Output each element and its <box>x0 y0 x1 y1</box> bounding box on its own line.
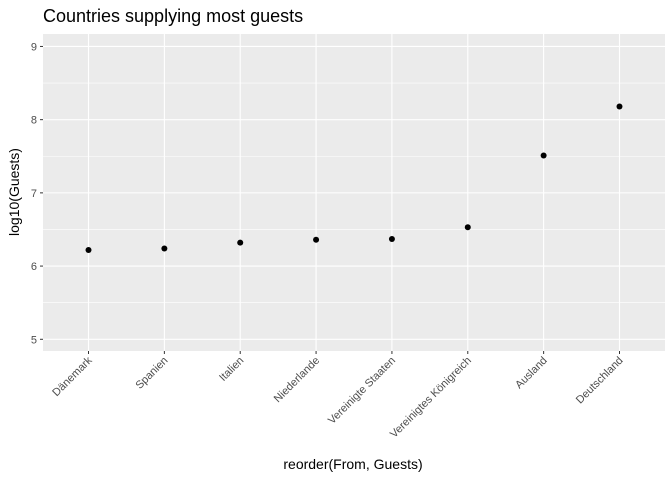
x-tick-label: Deutschland <box>574 355 626 407</box>
y-tick-label: 5 <box>31 334 37 346</box>
y-tick-label: 8 <box>31 115 37 127</box>
y-tick-label: 7 <box>31 188 37 200</box>
x-tick-label: Vereinigtes Königreich <box>388 355 474 441</box>
data-point <box>388 235 395 242</box>
x-tick-label: Niederlande <box>272 355 322 405</box>
data-point <box>540 152 547 159</box>
data-point <box>616 103 623 110</box>
y-axis: 5 6 7 8 9 <box>31 41 43 346</box>
y-tick-label: 6 <box>31 261 37 273</box>
grid-major <box>43 34 665 351</box>
data-point <box>237 239 244 246</box>
x-tick-label: Italien <box>217 355 246 384</box>
x-axis-title: reorder(From, Guests) <box>283 456 422 472</box>
data-points <box>85 103 623 253</box>
x-axis: Dänemark Spanien Italien Niederlande Vereini… <box>50 351 626 441</box>
chart-title: Countries supplying most guests <box>43 6 303 26</box>
y-axis-title: log10(Guests) <box>6 148 22 236</box>
grid-minor <box>43 82 665 303</box>
x-tick-label: Ausland <box>513 355 550 392</box>
data-point <box>313 236 320 243</box>
x-tick-label: Vereinigte Staaten <box>326 355 398 427</box>
data-point <box>161 245 168 252</box>
data-point <box>85 246 92 253</box>
x-tick-label: Dänemark <box>50 354 95 399</box>
data-point <box>464 224 471 231</box>
x-tick-label: Spanien <box>133 355 170 392</box>
y-tick-label: 9 <box>31 41 37 53</box>
